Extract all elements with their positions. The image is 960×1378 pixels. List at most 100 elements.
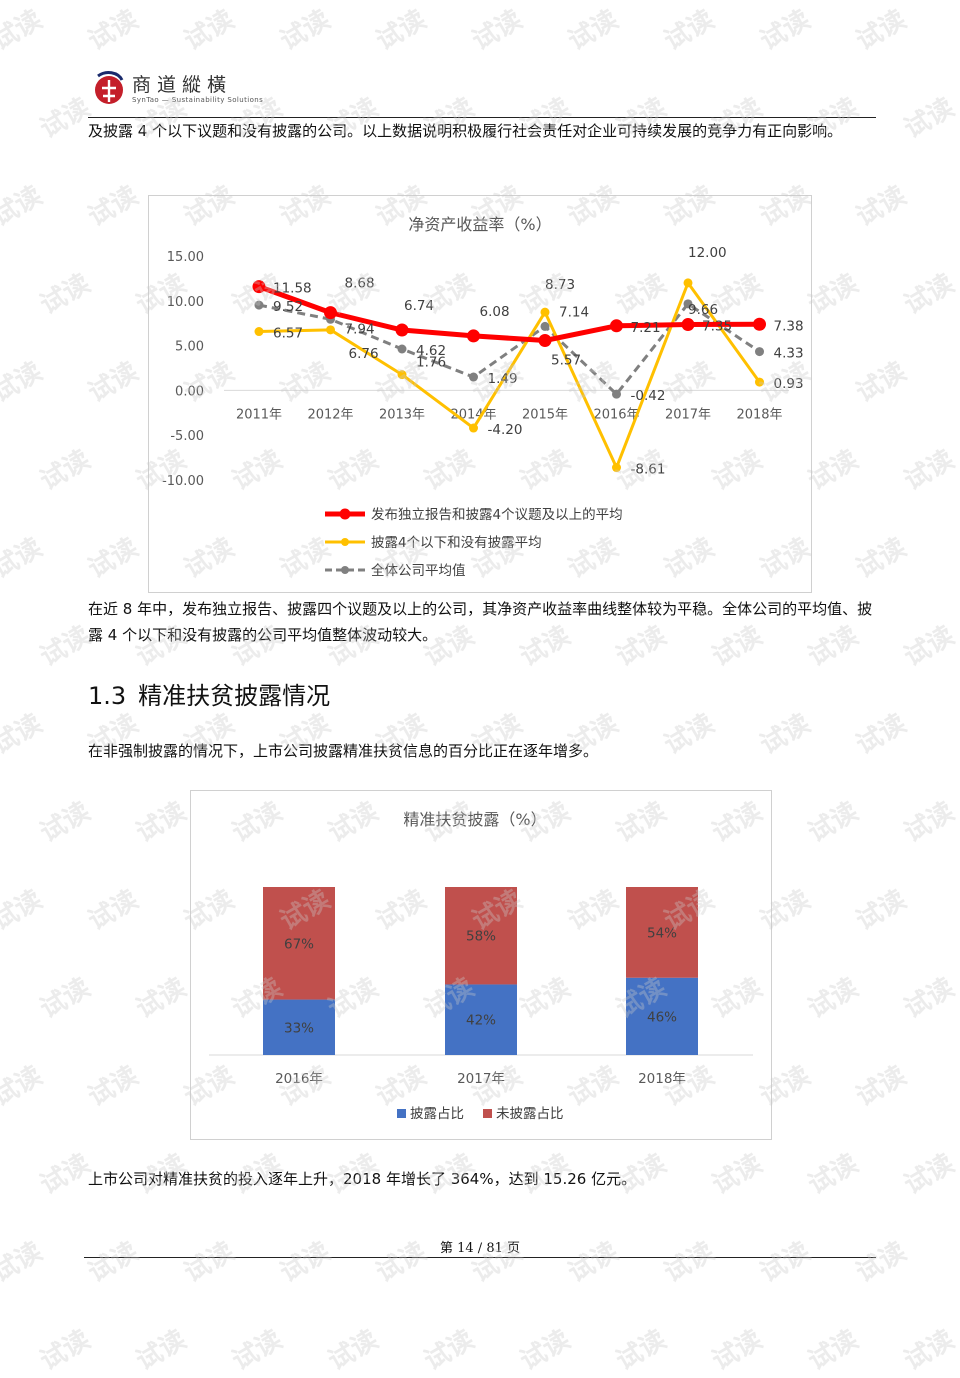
data-point — [683, 299, 693, 309]
paragraph-2: 在近 8 年中，发布独立报告、披露四个议题及以上的公司，其净资产收益率曲线整体较… — [88, 600, 873, 644]
data-label: 6.08 — [480, 304, 510, 320]
watermark-text: 试读 — [851, 1060, 912, 1113]
paragraph-1: 及披露 4 个以下议题和没有披露的公司。以上数据说明积极履行社会责任对企业可持续… — [88, 122, 843, 140]
footer-rule — [84, 1257, 876, 1258]
series-line — [258, 281, 761, 470]
watermark-text: 试读 — [851, 4, 912, 57]
logo-icon — [92, 68, 126, 110]
watermark-text: 试读 — [131, 1324, 192, 1377]
watermark-text: 试读 — [83, 1060, 144, 1113]
data-point — [612, 463, 621, 473]
data-label: 7.38 — [774, 318, 804, 334]
data-label: 7.94 — [345, 321, 375, 337]
data-label: 6.57 — [273, 326, 303, 342]
watermark-text: 试读 — [563, 4, 624, 57]
watermark-text: 试读 — [515, 1324, 576, 1377]
logo-english-name: SynTao — Sustainability Solutions — [132, 96, 264, 104]
data-label: -0.42 — [631, 388, 666, 404]
legend-label: 披露4个以下和没有披露平均 — [371, 535, 542, 551]
watermark-text: 试读 — [179, 4, 240, 57]
watermark-text: 试读 — [0, 180, 48, 233]
watermark-text: 试读 — [35, 620, 96, 673]
data-label: 4.33 — [774, 346, 804, 362]
data-label: 1.49 — [488, 371, 518, 387]
watermark-text: 试读 — [0, 356, 48, 409]
x-tick-label: 2017年 — [457, 1071, 505, 1087]
y-tick-label: 15.00 — [167, 250, 204, 265]
bar-segment — [626, 887, 698, 978]
watermark-text: 试读 — [899, 620, 960, 673]
watermark-text: 试读 — [131, 796, 192, 849]
paragraph-3: 在非强制披露的情况下，上市公司披露精准扶贫信息的百分比正在逐年增多。 — [88, 742, 599, 760]
watermark-text: 试读 — [611, 1324, 672, 1377]
page-number: 第 14 / 81 页 — [440, 1241, 520, 1256]
data-label: 6.76 — [349, 346, 379, 362]
poverty-disclosure-bar-chart-svg: 精准扶贫披露（%） 33% 67% 2016年 42% 58% 2017年 46% 54% 201… — [209, 810, 753, 1122]
data-point — [324, 306, 337, 320]
watermark-text: 试读 — [131, 972, 192, 1025]
watermark-text: 试读 — [899, 1324, 960, 1377]
legend-swatch-marker — [339, 508, 351, 520]
watermark-text: 试读 — [0, 1060, 48, 1113]
data-label: -4.20 — [488, 422, 523, 438]
data-point — [252, 280, 266, 294]
bar-segment — [263, 999, 335, 1055]
watermark-text: 试读 — [803, 796, 864, 849]
x-tick-label: 2012年 — [307, 407, 353, 422]
watermark-text: 试读 — [35, 92, 96, 145]
data-label: 9.52 — [273, 299, 303, 315]
data-label: 9.66 — [688, 302, 718, 318]
data-point — [395, 323, 409, 337]
poverty-disclosure-bar-chart: 精准扶贫披露（%） 33% 67% 2016年 42% 58% 2017年 46% 54% 201… — [190, 790, 772, 1140]
watermark-text: 试读 — [0, 4, 48, 57]
watermark-text: 试读 — [851, 356, 912, 409]
data-label: 7.35 — [702, 319, 732, 335]
watermark-text: 试读 — [35, 1324, 96, 1377]
watermark-text: 试读 — [83, 532, 144, 585]
data-label: 11.58 — [273, 281, 312, 297]
data-label: 8.73 — [545, 277, 575, 293]
page-header: 商道縱橫 SynTao — Sustainability Solutions — [88, 66, 878, 118]
watermark-text: 试读 — [35, 268, 96, 321]
data-point — [397, 370, 407, 380]
legend-swatch — [483, 1109, 492, 1118]
data-label: 33% — [284, 1020, 314, 1036]
roe-line-chart: 净资产收益率（%） 15.00 10.00 5.00 0.00 -5.00 -10.00 20… — [148, 195, 812, 593]
y-tick-label: -5.00 — [170, 429, 204, 444]
series-line — [258, 302, 761, 396]
watermark-text: 试读 — [0, 708, 48, 761]
data-label: 5.57 — [551, 352, 581, 368]
watermark-text: 试读 — [899, 972, 960, 1025]
watermark-text: 试读 — [275, 4, 336, 57]
data-point — [612, 389, 621, 399]
watermark-text: 试读 — [803, 1324, 864, 1377]
x-tick-label: 2018年 — [736, 407, 782, 422]
section-heading: 1.3 精准扶贫披露情况 — [88, 676, 330, 711]
paragraph-4: 上市公司对精准扶贫的投入逐年上升，2018 年增长了 364%，达到 15.26… — [88, 1170, 637, 1188]
data-point — [254, 327, 264, 337]
data-label: 0.93 — [774, 376, 804, 392]
legend-label: 披露占比 — [410, 1106, 464, 1122]
data-label: 46% — [647, 1009, 677, 1025]
data-point — [469, 423, 478, 433]
data-point — [538, 333, 552, 347]
data-point — [469, 372, 478, 382]
watermark-text: 试读 — [899, 796, 960, 849]
watermark-text: 试读 — [899, 1148, 960, 1201]
watermark-text: 试读 — [83, 180, 144, 233]
watermark-text: 试读 — [35, 796, 96, 849]
chart-title: 净资产收益率（%） — [408, 215, 551, 234]
data-point — [753, 317, 766, 331]
bar-segment — [445, 887, 517, 985]
watermark-text: 试读 — [899, 92, 960, 145]
legend-swatch-marker — [341, 566, 349, 574]
data-point — [683, 278, 693, 288]
header-rule — [88, 117, 876, 118]
data-label: 67% — [284, 936, 314, 952]
data-label: 42% — [466, 1013, 496, 1029]
data-label: 8.68 — [345, 276, 375, 292]
x-tick-label: 2013年 — [379, 407, 425, 422]
watermark-text: 试读 — [227, 1324, 288, 1377]
section-title: 精准扶贫披露情况 — [138, 682, 331, 710]
data-label: 1.76 — [416, 355, 446, 371]
